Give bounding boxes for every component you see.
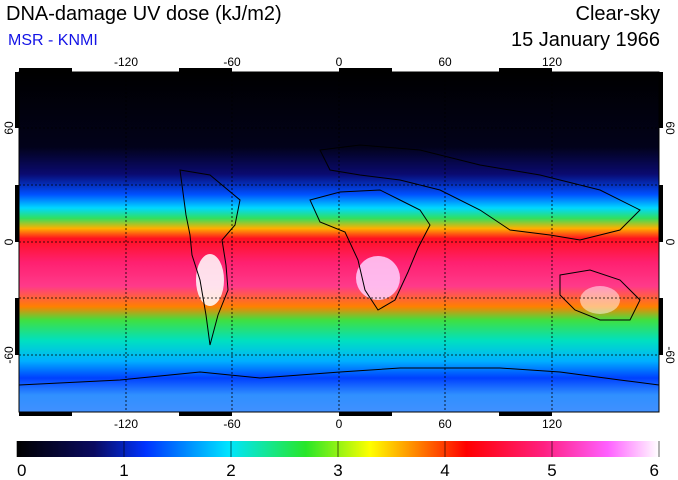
sky-condition-label: Clear-sky bbox=[575, 3, 660, 25]
americas-coastline bbox=[179, 169, 241, 346]
southern-africa-hotspot bbox=[356, 256, 400, 300]
colorbar-label: 2 bbox=[226, 461, 235, 480]
lon-tick-bottom: 0 bbox=[336, 417, 343, 431]
source-label: MSR - KNMI bbox=[8, 32, 98, 49]
date-label: 15 January 1966 bbox=[510, 29, 660, 51]
lat-tick-right: 60 bbox=[663, 121, 677, 135]
colorbar-label: 4 bbox=[440, 461, 449, 480]
lon-tick-top: 120 bbox=[542, 55, 562, 69]
colorbar-label: 0 bbox=[17, 461, 26, 480]
lon-tick-top: -120 bbox=[114, 55, 138, 69]
eurasia-coastline bbox=[319, 144, 641, 241]
map-title: DNA-damage UV dose (kJ/m2) bbox=[6, 3, 282, 25]
lon-tick-top: 0 bbox=[336, 55, 343, 69]
lon-tick-bottom: -60 bbox=[223, 417, 241, 431]
lon-tick-bottom: 120 bbox=[542, 417, 562, 431]
coastlines bbox=[19, 144, 659, 386]
lat-tick-left: 0 bbox=[2, 238, 16, 245]
colorbar-labels: 0 1 2 3 4 5 6 bbox=[17, 461, 659, 480]
australia-hotspot bbox=[580, 286, 620, 314]
lat-tick-right: 0 bbox=[663, 239, 677, 246]
lon-tick-bottom: 60 bbox=[438, 417, 452, 431]
frame-scale-bars bbox=[15, 68, 663, 416]
lon-tick-top: -60 bbox=[223, 55, 241, 69]
colorbar-label: 5 bbox=[547, 461, 556, 480]
lon-tick-bottom: -120 bbox=[114, 417, 138, 431]
lat-tick-right: -60 bbox=[663, 346, 677, 364]
lon-tick-top: 60 bbox=[438, 55, 452, 69]
lat-tick-left: 60 bbox=[2, 121, 16, 135]
south-america-hotspot bbox=[196, 254, 224, 306]
colorbar-ticks bbox=[16, 441, 660, 457]
africa-coastline bbox=[309, 189, 431, 311]
australia-coastline bbox=[559, 269, 641, 321]
lat-tick-left: -60 bbox=[2, 346, 16, 364]
graticule bbox=[19, 72, 659, 412]
colorbar-label: 1 bbox=[119, 461, 128, 480]
colorbar-label: 3 bbox=[333, 461, 342, 480]
antarctica-coastline bbox=[19, 367, 659, 386]
colorbar-label: 6 bbox=[650, 461, 659, 480]
